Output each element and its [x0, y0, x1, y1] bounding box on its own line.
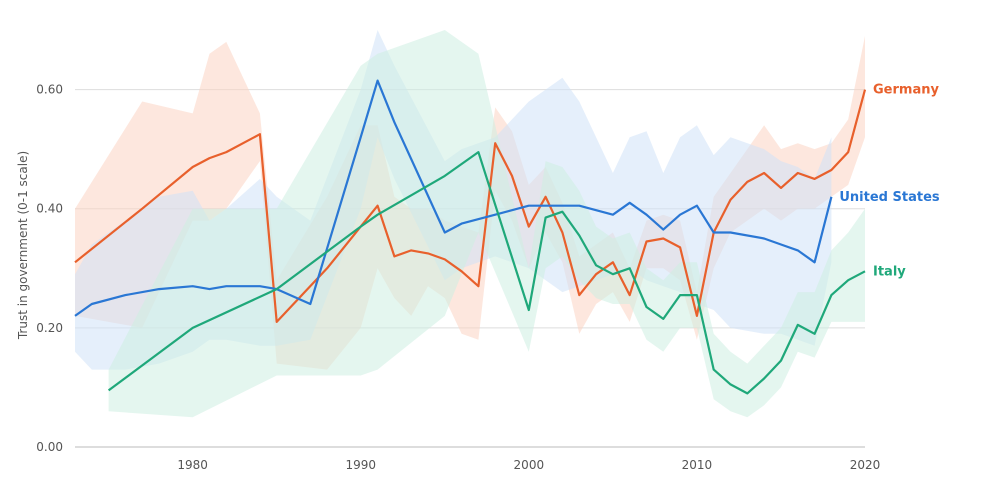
x-axis-ticks: 1980 1990 2000 2010 2020: [177, 458, 880, 472]
italy-series-label: Italy: [873, 264, 906, 279]
y-tick-label: 0.00: [36, 440, 63, 454]
italy-line: [107, 151, 866, 395]
y-tick-label: 0.60: [36, 83, 63, 97]
series-labels: Germany United States Italy: [839, 83, 940, 280]
confidence-bands: [75, 30, 866, 418]
x-tick-label: 2000: [514, 458, 545, 472]
series-lines: [74, 79, 867, 395]
united-states-line: [74, 79, 833, 317]
x-tick-label: 2020: [850, 458, 881, 472]
x-tick-label: 1980: [177, 458, 208, 472]
germany-line: [74, 89, 867, 323]
x-tick-label: 1990: [345, 458, 376, 472]
x-tick-label: 2010: [682, 458, 713, 472]
germany-series-label: Germany: [873, 83, 939, 98]
y-axis-ticks: 0.00 0.20 0.40 0.60: [36, 83, 63, 454]
y-tick-label: 0.40: [36, 202, 63, 216]
united-states-series-label: United States: [839, 190, 940, 205]
y-tick-label: 0.20: [36, 321, 63, 335]
y-axis-label: Trust in government (0-1 scale): [16, 151, 30, 340]
